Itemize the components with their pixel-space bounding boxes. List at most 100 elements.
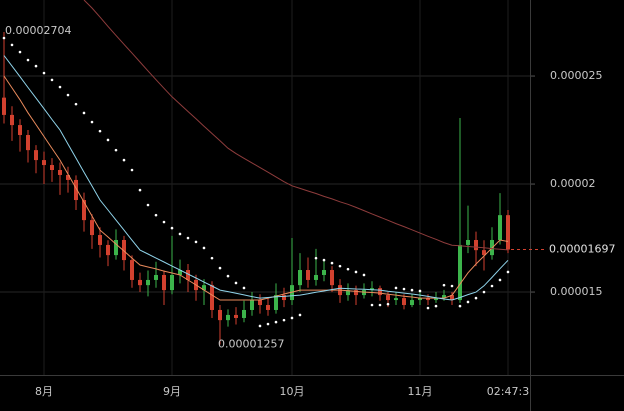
indicator-dot xyxy=(90,120,94,124)
candle-body xyxy=(466,239,470,245)
indicator-dot xyxy=(34,64,38,68)
candle-body xyxy=(138,279,142,286)
indicator-dot xyxy=(106,138,110,142)
candle-body xyxy=(282,295,286,301)
indicator-dot xyxy=(242,286,246,290)
candle-body xyxy=(82,200,86,221)
indicator-dot xyxy=(258,324,262,328)
candle-body xyxy=(298,270,302,286)
indicator-dot xyxy=(234,281,238,285)
candle-body xyxy=(482,250,486,256)
candle-body xyxy=(154,274,158,280)
candle-body xyxy=(10,114,14,126)
candle-body xyxy=(242,309,246,318)
candle-body xyxy=(330,270,334,286)
indicator-dot xyxy=(394,286,398,290)
indicator-dot xyxy=(26,58,30,62)
candle-body xyxy=(322,270,326,275)
grid xyxy=(0,0,535,375)
candle-body xyxy=(50,165,54,171)
indicator-dot xyxy=(194,240,198,244)
y-tick-label: 0.00002 xyxy=(550,177,596,190)
candle-body xyxy=(410,300,414,306)
indicator-dot xyxy=(74,102,78,106)
indicator-dot xyxy=(202,246,206,250)
indicator-dot xyxy=(218,266,222,270)
indicator-dot xyxy=(98,129,102,133)
min-price-label: 0.00001257 xyxy=(218,338,284,351)
indicator-dot xyxy=(378,303,382,307)
indicator-dot xyxy=(386,302,390,306)
candle-body xyxy=(418,298,422,301)
indicator-line xyxy=(83,0,509,251)
indicator-dot xyxy=(434,304,438,308)
candle-body xyxy=(354,290,358,296)
indicator-dot xyxy=(146,203,150,207)
x-tick-label: 10月 xyxy=(280,385,305,398)
candle-body xyxy=(402,298,406,306)
candle-body xyxy=(498,215,502,240)
candle-body xyxy=(378,288,382,296)
candle-body xyxy=(258,300,262,306)
indicator-line xyxy=(3,55,509,301)
indicator-dot xyxy=(490,284,494,288)
candle-body xyxy=(394,298,398,301)
candle-body xyxy=(26,135,30,151)
indicator-dot xyxy=(274,320,278,324)
indicator-dot xyxy=(178,232,182,236)
candle-body xyxy=(314,274,318,280)
indicator-dot xyxy=(66,93,70,97)
candle-body xyxy=(42,160,46,166)
x-tick-label: 9月 xyxy=(163,385,181,398)
y-tick-label: 0.000015 xyxy=(550,285,603,298)
indicator-dot xyxy=(210,256,214,260)
indicator-dot xyxy=(466,300,470,304)
indicator-dot xyxy=(226,274,230,278)
candle-body xyxy=(130,260,134,280)
candle-body xyxy=(66,174,70,180)
indicator-dot xyxy=(498,278,502,282)
indicator-dot xyxy=(330,261,334,265)
candle-body xyxy=(386,295,390,301)
indicator-dot xyxy=(162,220,166,224)
indicator-dot xyxy=(298,313,302,317)
indicator-dot xyxy=(458,304,462,308)
candle-body xyxy=(234,314,238,318)
candle-body xyxy=(474,239,478,251)
indicator-dot xyxy=(482,290,486,294)
candle-body xyxy=(210,285,214,310)
candle-body xyxy=(58,170,62,175)
candle-body xyxy=(170,274,174,291)
candle-body xyxy=(346,290,350,296)
max-price-label: 0.00002704 xyxy=(5,24,71,37)
indicator-dot xyxy=(2,36,6,40)
candle-body xyxy=(90,220,94,236)
candle-body xyxy=(186,270,190,280)
indicator-dot xyxy=(354,270,358,274)
indicator-dot xyxy=(314,256,318,260)
candle-body xyxy=(2,97,6,115)
candle-body xyxy=(162,274,166,291)
x-tick-label: 8月 xyxy=(35,385,53,398)
indicator-dot xyxy=(426,306,430,310)
candle-body xyxy=(434,298,438,301)
indicator-line xyxy=(3,75,509,301)
candle-body xyxy=(18,125,22,136)
indicator-dot xyxy=(346,267,350,271)
indicator-dot xyxy=(402,287,406,291)
indicator-dot xyxy=(418,289,422,293)
indicator-dot xyxy=(10,43,14,47)
indicator-dot xyxy=(42,71,46,75)
indicator-dot xyxy=(170,226,174,230)
indicator-dot xyxy=(82,111,86,115)
candle-body xyxy=(34,150,38,161)
indicator-dot xyxy=(450,284,454,288)
candle-body xyxy=(250,300,254,310)
candle-body xyxy=(226,314,230,321)
indicator-dot xyxy=(154,213,158,217)
candle-body xyxy=(74,179,78,201)
indicator-dot xyxy=(138,188,142,192)
indicator-dot xyxy=(474,296,478,300)
